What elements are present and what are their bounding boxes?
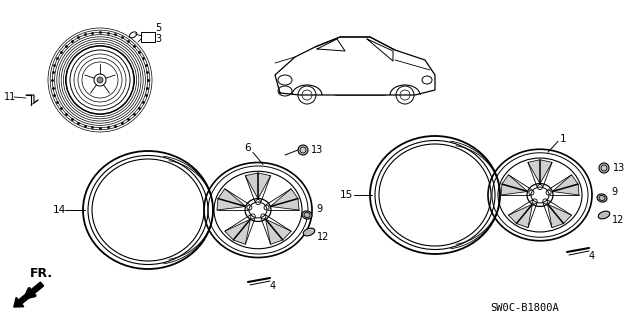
Text: FR.: FR. [30,267,53,280]
Ellipse shape [597,194,607,202]
Ellipse shape [302,211,312,219]
Text: 12: 12 [612,215,625,225]
Polygon shape [217,189,246,210]
Text: 4: 4 [589,251,595,261]
Polygon shape [508,204,532,228]
Polygon shape [245,173,271,198]
Polygon shape [548,204,572,228]
Text: SW0C-B1800A: SW0C-B1800A [490,303,559,313]
Polygon shape [266,219,291,244]
Text: 9: 9 [316,204,322,214]
Polygon shape [528,160,552,183]
Circle shape [298,145,308,155]
Text: 4: 4 [270,281,276,291]
Text: 13: 13 [613,163,625,173]
Text: 13: 13 [311,145,323,155]
FancyArrow shape [14,282,44,307]
Ellipse shape [303,228,315,236]
Text: 5: 5 [155,23,161,33]
Text: 9: 9 [611,187,617,197]
Text: 14: 14 [53,205,67,215]
Bar [141,32,155,42]
Text: 15: 15 [340,190,353,200]
Circle shape [599,163,609,173]
Text: 11: 11 [4,92,16,102]
Text: 6: 6 [244,144,252,153]
Text: 3: 3 [155,34,161,44]
Polygon shape [552,175,579,195]
Polygon shape [270,189,299,210]
Polygon shape [225,219,250,244]
Circle shape [97,77,103,83]
Ellipse shape [598,211,610,219]
Polygon shape [501,175,527,195]
Text: 12: 12 [317,232,330,242]
Text: 1: 1 [560,134,566,144]
